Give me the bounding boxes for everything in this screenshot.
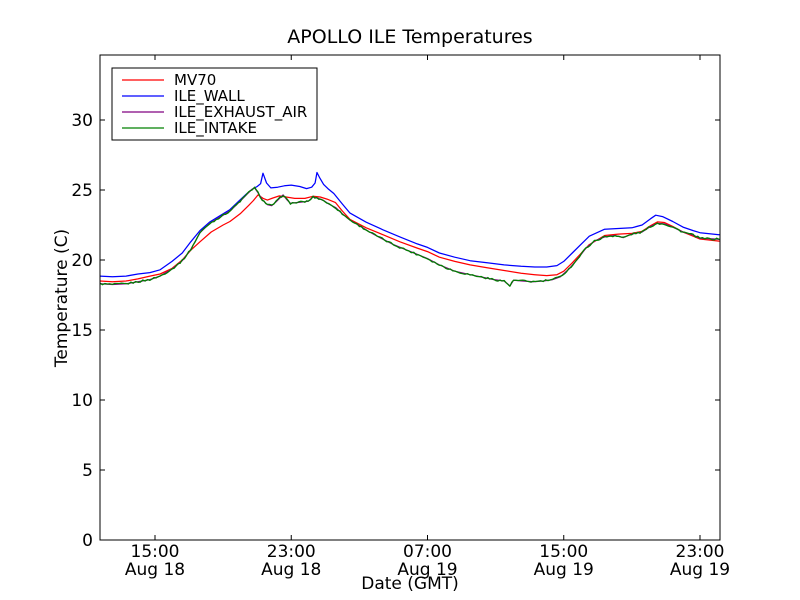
series-lines: [100, 171, 720, 287]
x-tick-time: 15:00: [131, 542, 180, 562]
legend-label-mv70: MV70: [174, 71, 216, 89]
x-tick-date: Aug 18: [125, 560, 185, 580]
tick-marks: [100, 55, 720, 541]
x-axis-label: Date (GMT): [361, 574, 459, 594]
legend-label-ile_exhaust_air: ILE_EXHAUST_AIR: [174, 103, 307, 122]
y-tick-label: 0: [82, 531, 93, 551]
legend-label-ile_wall: ILE_WALL: [174, 87, 245, 106]
x-tick-time: 07:00: [403, 542, 452, 562]
y-tick-label: 10: [71, 391, 93, 411]
x-tick-date: Aug 18: [261, 560, 321, 580]
series-line-ile_intake: [100, 186, 720, 287]
x-tick-time: 23:00: [267, 542, 316, 562]
x-tick-time: 23:00: [676, 542, 725, 562]
x-tick-date: Aug 19: [534, 560, 594, 580]
y-tick-label: 30: [71, 111, 93, 131]
x-tick-date: Aug 19: [670, 560, 730, 580]
y-tick-label: 5: [82, 461, 93, 481]
y-tick-label: 25: [71, 181, 93, 201]
series-line-mv70: [100, 194, 720, 283]
x-tick-time: 15:00: [539, 542, 588, 562]
series-line-ile_wall: [100, 171, 720, 278]
x-tick-date: Aug 19: [397, 560, 457, 580]
y-tick-label: 20: [71, 251, 93, 271]
legend-label-ile_intake: ILE_INTAKE: [174, 119, 257, 138]
y-axis-label: Temperature (C): [52, 228, 72, 368]
chart-title: APOLLO ILE Temperatures: [287, 26, 533, 48]
y-tick-label: 15: [71, 321, 93, 341]
